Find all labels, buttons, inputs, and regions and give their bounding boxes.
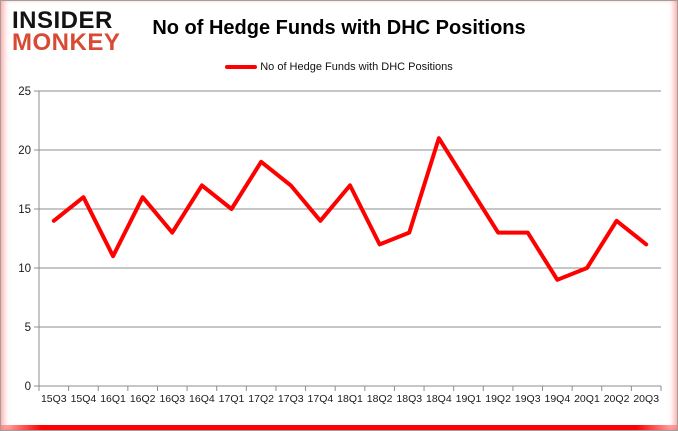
y-axis-labels: 0 5 10 15 20 25 bbox=[18, 86, 31, 393]
logo-monkey-text: MONKEY bbox=[12, 29, 121, 57]
axes bbox=[34, 90, 662, 391]
svg-text:15Q3: 15Q3 bbox=[41, 393, 67, 405]
svg-text:17Q3: 17Q3 bbox=[278, 393, 304, 405]
svg-text:20Q2: 20Q2 bbox=[604, 393, 630, 405]
svg-text:18Q4: 18Q4 bbox=[426, 393, 452, 405]
svg-text:20Q1: 20Q1 bbox=[574, 393, 600, 405]
svg-text:16Q3: 16Q3 bbox=[159, 393, 185, 405]
chart-legend: No of Hedge Funds with DHC Positions bbox=[1, 61, 677, 73]
chart-title: No of Hedge Funds with DHC Positions bbox=[152, 17, 526, 39]
svg-text:19Q4: 19Q4 bbox=[544, 393, 570, 405]
logo-insider-text: INSIDER bbox=[12, 7, 113, 34]
svg-text:0: 0 bbox=[25, 381, 31, 393]
svg-text:17Q1: 17Q1 bbox=[219, 393, 245, 405]
svg-text:25: 25 bbox=[18, 86, 31, 98]
series-line-dhc bbox=[51, 136, 649, 282]
x-axis-labels: 15Q3 15Q4 16Q1 16Q2 16Q3 16Q4 17Q1 17Q2 17Q3 17Q4… bbox=[41, 393, 659, 405]
gridlines bbox=[39, 90, 661, 328]
svg-text:20Q3: 20Q3 bbox=[633, 393, 659, 405]
svg-text:16Q1: 16Q1 bbox=[100, 393, 126, 405]
svg-text:15: 15 bbox=[18, 204, 31, 216]
svg-text:18Q3: 18Q3 bbox=[396, 393, 422, 405]
svg-text:17Q4: 17Q4 bbox=[308, 393, 334, 405]
svg-text:16Q2: 16Q2 bbox=[130, 393, 156, 405]
svg-text:20: 20 bbox=[18, 145, 31, 157]
svg-text:16Q4: 16Q4 bbox=[189, 393, 215, 405]
svg-text:19Q1: 19Q1 bbox=[456, 393, 482, 405]
svg-text:15Q4: 15Q4 bbox=[71, 393, 97, 405]
svg-text:19Q3: 19Q3 bbox=[515, 393, 541, 405]
svg-text:18Q1: 18Q1 bbox=[337, 393, 363, 405]
insider-monkey-logo: INSIDER MONKEY bbox=[12, 7, 121, 57]
svg-text:19Q2: 19Q2 bbox=[485, 393, 511, 405]
legend-label: No of Hedge Funds with DHC Positions bbox=[260, 61, 453, 73]
svg-text:5: 5 bbox=[25, 322, 31, 334]
svg-text:17Q2: 17Q2 bbox=[248, 393, 274, 405]
svg-text:10: 10 bbox=[18, 263, 31, 275]
legend-line-swatch bbox=[225, 65, 258, 69]
svg-text:18Q2: 18Q2 bbox=[367, 393, 393, 405]
